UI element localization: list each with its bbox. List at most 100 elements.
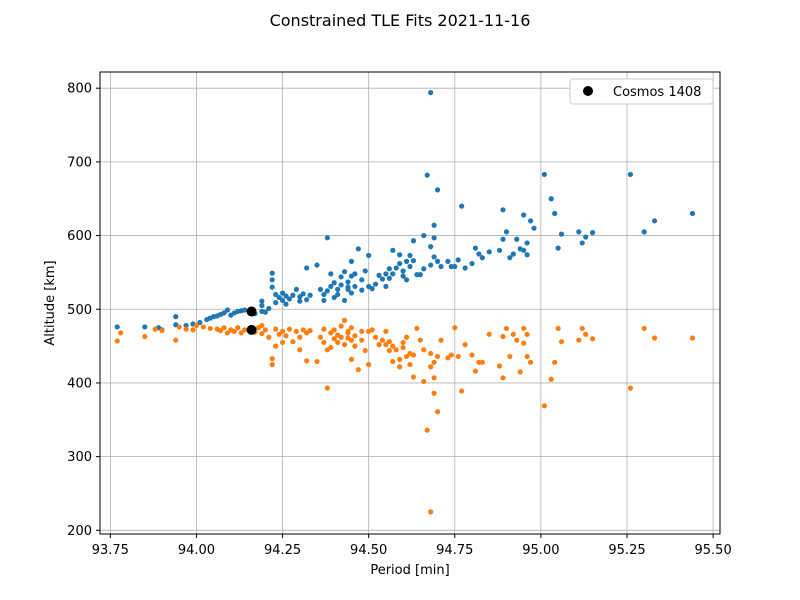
perigee-point [235,325,241,331]
perigee-point [407,361,413,368]
perigee-point [479,359,485,365]
perigee-point [242,327,248,333]
perigee-point [355,367,361,373]
apogee-point [438,263,444,270]
perigee-point [579,325,585,332]
apogee-point [259,302,265,309]
apogee-point [428,262,434,268]
apogee-point [286,296,293,302]
apogee-point [431,222,437,228]
perigee-point [266,334,272,340]
apogee-point [531,225,537,231]
perigee-point [152,326,158,332]
apogee-point [242,307,248,313]
apogee-point [224,307,231,313]
apogee-point [335,291,341,298]
apogee-point [397,260,403,267]
apogee-point [524,252,530,258]
perigee-point [269,361,275,368]
perigee-point [651,335,658,341]
perigee-point [286,326,293,332]
apogee-point [527,218,534,224]
legend-box [569,78,714,105]
perigee-point [290,339,296,345]
perigee-point [338,334,344,340]
apogee-point [142,324,148,330]
perigee-point [386,347,392,354]
apogee-point [400,268,406,274]
apogee-point [393,265,399,271]
apogee-point [524,240,530,246]
perigee-point [279,339,286,346]
apogee-point [521,247,527,253]
perigee-point [383,328,389,334]
perigee-point [379,337,386,343]
apogee-point [376,272,382,278]
plot-frame [99,71,721,535]
perigee-point [259,330,265,337]
perigee-point [390,343,396,349]
perigee-point [221,325,227,331]
apogee-point [462,265,468,271]
apogee-point [359,277,365,283]
perigee-point [376,342,382,348]
apogee-point [486,249,492,255]
apogee-point [400,273,406,279]
perigee-point [397,364,403,370]
perigee-point [317,334,324,340]
y-tick-label: 500 [67,303,92,318]
y-tick-label: 300 [67,450,92,465]
perigee-point [400,339,406,346]
perigee-point [341,342,348,348]
perigee-point [207,325,213,332]
apogee-point [479,255,485,261]
apogee-point [293,286,299,292]
y-tick-label: 200 [67,524,92,539]
apogee-point [324,288,330,294]
apogee-point [300,291,306,297]
perigee-point [486,331,492,337]
perigee-point [276,331,282,337]
apogee-point [434,258,441,264]
perigee-point [496,363,503,369]
apogee-point [434,187,441,193]
perigee-point [273,343,279,349]
apogee-point [335,286,341,292]
apogee-point [410,238,417,244]
perigee-point [503,325,510,332]
perigee-point [469,352,475,358]
perigee-point [558,339,565,345]
apogee-point [589,230,596,236]
apogee-point [269,277,275,283]
perigee-point [279,328,286,334]
apogee-point [558,231,565,237]
perigee-point [369,327,375,333]
apogee-point [331,280,337,286]
perigee-point [431,390,437,396]
perigee-point [176,324,182,330]
perigee-point [431,375,437,381]
perigee-point [431,359,437,365]
apogee-point [345,284,351,290]
apogee-point [269,284,275,290]
cosmos-1408-point [246,324,257,335]
grid-layer [100,72,720,534]
perigee-point [328,344,334,351]
apogee-point [521,212,527,218]
apogee-point [651,218,658,224]
perigee-point [200,324,206,330]
apogee-point [173,314,179,320]
perigee-point [341,317,348,323]
x-tick-label: 94.50 [350,543,387,558]
legend: Cosmos 1408 [569,78,714,105]
apogee-point [341,269,348,275]
perigee-point [359,328,365,334]
apogee-point [507,255,513,261]
perigee-point [541,403,547,409]
apogee-point [269,270,275,276]
apogee-point [689,210,696,217]
apogee-point [503,229,510,235]
perigee-point [331,327,337,333]
apogee-point [279,297,286,304]
y-tick-label: 400 [67,376,92,391]
